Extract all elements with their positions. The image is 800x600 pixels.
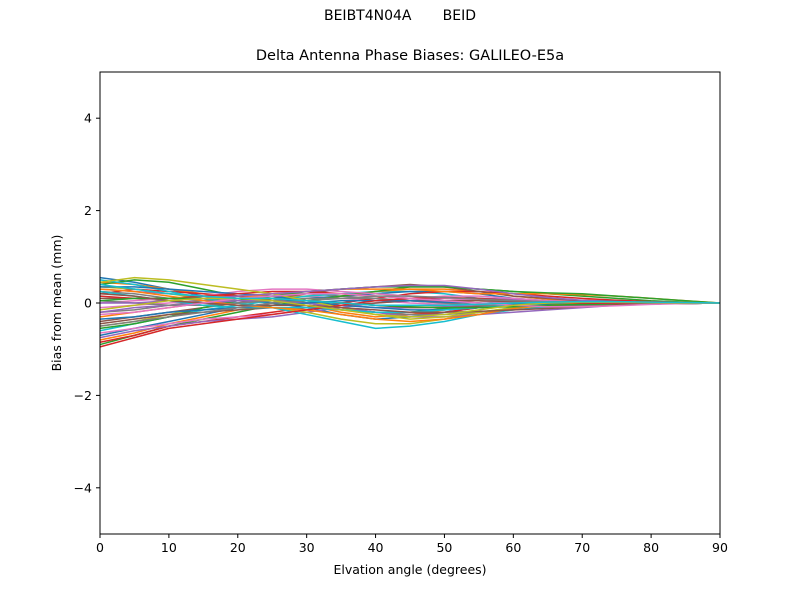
- series-layer: [99, 276, 721, 348]
- x-axis-label: Elvation angle (degrees): [333, 562, 486, 577]
- y-axis-label: Bias from mean (mm): [49, 235, 64, 372]
- x-tick-label: 80: [643, 540, 659, 555]
- y-tick-label: 2: [84, 203, 92, 218]
- series-line-37: [99, 293, 721, 316]
- x-tick-label: 50: [436, 540, 452, 555]
- series-line-23: [99, 286, 721, 330]
- y-tick-label: 4: [84, 111, 92, 126]
- suptitle-antenna: BEIBT4N04A: [323, 8, 412, 24]
- y-tick-label: 0: [84, 296, 92, 311]
- x-tick-label: 70: [574, 540, 590, 555]
- y-tick-label: −2: [74, 388, 92, 403]
- series-line-40: [99, 283, 721, 307]
- x-tick-label: 90: [712, 540, 728, 555]
- x-tick-label: 10: [161, 540, 177, 555]
- x-axis: 0 10 20 30 40 50 60 70 80 90: [96, 534, 728, 555]
- x-tick-label: 40: [368, 540, 384, 555]
- x-tick-label: 0: [96, 540, 104, 555]
- x-tick-label: 20: [230, 540, 246, 555]
- y-tick-label: −4: [74, 480, 92, 495]
- suptitle-radome: BEID: [442, 8, 477, 24]
- figure-suptitle: BEIBT4N04A BEID: [0, 8, 800, 24]
- y-axis: −4 −2 0 2 4: [74, 111, 100, 495]
- x-tick-label: 30: [299, 540, 315, 555]
- chart-title: Delta Antenna Phase Biases: GALILEO-E5a: [255, 48, 565, 64]
- x-tick-label: 60: [505, 540, 521, 555]
